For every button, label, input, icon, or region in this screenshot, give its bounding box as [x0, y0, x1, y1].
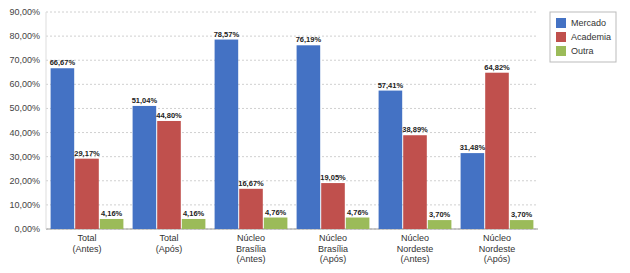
x-tick-label: Total(Após)	[156, 233, 183, 254]
data-label: 31,48%	[460, 143, 486, 152]
grid-line	[46, 108, 538, 109]
bar	[51, 68, 75, 229]
data-label: 4,76%	[347, 208, 369, 217]
legend-box	[550, 12, 616, 62]
chart-container: 0,00% 10,00% 20,00% 30,00% 40,00% 50,00% 60,00…	[0, 0, 630, 273]
bar	[346, 218, 370, 229]
data-label: 4,76%	[265, 208, 287, 217]
bar	[264, 218, 288, 229]
y-tick-label: 0,00%	[14, 224, 40, 234]
chart-svg: 0,00% 10,00% 20,00% 30,00% 40,00% 50,00% 60,00…	[0, 0, 630, 273]
y-tick-label: 50,00%	[9, 103, 40, 113]
data-label: 3,70%	[429, 210, 451, 219]
grid-line	[46, 60, 538, 61]
data-label: 57,41%	[378, 81, 404, 90]
bar	[461, 153, 485, 229]
bar	[321, 183, 345, 229]
data-label: 51,04%	[132, 96, 158, 105]
x-tick-label: Total(Antes)	[72, 233, 101, 254]
data-label: 76,19%	[296, 35, 322, 44]
bar	[239, 189, 263, 229]
bar	[215, 40, 239, 229]
y-tick-label: 30,00%	[9, 152, 40, 162]
bars	[51, 40, 534, 229]
data-label: 38,89%	[402, 125, 428, 134]
bar	[182, 219, 206, 229]
data-labels: 66,67% 51,04% 78,57% 76,19% 57,41% 31,48% 29,1…	[50, 30, 533, 220]
bar	[510, 220, 534, 229]
data-label: 4,16%	[101, 209, 123, 218]
legend-swatch	[556, 46, 566, 56]
legend-swatch	[556, 18, 566, 28]
bar	[379, 91, 403, 229]
y-axis: 0,00% 10,00% 20,00% 30,00% 40,00% 50,00% 60,00…	[9, 7, 40, 234]
y-tick-label: 70,00%	[9, 55, 40, 65]
x-tick-label: NúcleoNordeste(Antes)	[397, 233, 434, 264]
bar	[403, 135, 427, 229]
legend-label: Outra	[571, 46, 594, 56]
y-tick-label: 40,00%	[9, 128, 40, 138]
y-tick-label: 20,00%	[9, 176, 40, 186]
y-tick-label: 80,00%	[9, 31, 40, 41]
x-tick-label: NúcleoBrasília(Antes)	[236, 233, 266, 264]
data-label: 19,05%	[320, 173, 346, 182]
data-label: 78,57%	[214, 30, 240, 39]
bar	[485, 73, 509, 229]
y-axis-line	[46, 12, 47, 229]
data-label: 44,80%	[156, 111, 182, 120]
bar	[297, 45, 321, 229]
legend: Mercado Academia Outra	[550, 12, 616, 62]
bar	[133, 106, 157, 229]
data-label: 64,82%	[484, 63, 510, 72]
grid	[46, 12, 538, 229]
legend-label: Mercado	[571, 18, 606, 28]
grid-line	[46, 132, 538, 133]
data-label: 66,67%	[50, 58, 76, 67]
x-axis: Total(Antes) Total(Após) NúcleoBrasília(An…	[72, 233, 515, 264]
legend-swatch	[556, 32, 566, 42]
bar	[75, 159, 99, 229]
x-tick-label: NúcleoBrasília(Após)	[318, 233, 348, 264]
x-tick-label: NúcleoNordeste(Após)	[479, 233, 516, 264]
data-label: 16,67%	[238, 179, 264, 188]
grid-line	[46, 12, 538, 13]
data-label: 3,70%	[511, 210, 533, 219]
y-tick-label: 90,00%	[9, 7, 40, 17]
grid-line	[46, 84, 538, 85]
y-tick-label: 10,00%	[9, 200, 40, 210]
bar	[428, 220, 452, 229]
legend-label: Academia	[571, 32, 611, 42]
grid-line	[46, 36, 538, 37]
data-label: 4,16%	[183, 209, 205, 218]
bar	[100, 219, 124, 229]
y-tick-label: 60,00%	[9, 79, 40, 89]
bar	[157, 121, 181, 229]
data-label: 29,17%	[74, 149, 100, 158]
